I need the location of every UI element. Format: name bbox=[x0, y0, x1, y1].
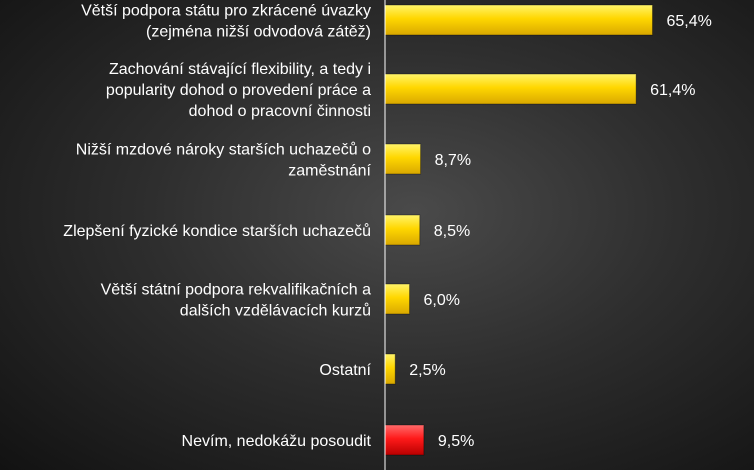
category-label-line: popularity dohod o provedení práce a bbox=[106, 82, 371, 99]
value-label-7: 9,5% bbox=[438, 433, 474, 450]
bar-5 bbox=[384, 283, 411, 315]
category-label-2: Zachování stávající flexibility, a tedy … bbox=[106, 61, 371, 120]
bar-3 bbox=[384, 143, 422, 175]
category-label-6: Ostatní bbox=[319, 362, 371, 379]
category-label-line: Větší podpora státu pro zkrácené úvazky bbox=[81, 3, 371, 20]
bar-4 bbox=[384, 214, 421, 246]
value-label-1: 65,4% bbox=[666, 13, 711, 30]
value-label-4: 8,5% bbox=[434, 223, 470, 240]
value-labels: 65,4% 61,4% 8,7% 8,5% 6,0% 2,5% 9,5% bbox=[409, 13, 712, 450]
value-label-6: 2,5% bbox=[409, 362, 445, 379]
category-label-line: Zachování stávající flexibility, a tedy … bbox=[109, 61, 371, 78]
bars bbox=[384, 4, 653, 456]
category-label-line: Nižší mzdové nároky starších uchazečů o bbox=[76, 141, 371, 159]
value-label-2: 61,4% bbox=[650, 82, 695, 99]
category-label-1: Větší podpora státu pro zkrácené úvazky (… bbox=[81, 3, 371, 41]
category-label-line: Zlepšení fyzické kondice starších uchaze… bbox=[63, 222, 371, 240]
bar-6 bbox=[384, 353, 396, 385]
category-label-line: (zejména nižší odvodová zátěž) bbox=[146, 24, 371, 41]
category-label-line: Nevím, nedokážu posoudit bbox=[182, 433, 372, 450]
category-labels: Větší podpora státu pro zkrácené úvazky (… bbox=[63, 3, 371, 451]
category-label-line: dohod o pracovní činnosti bbox=[189, 103, 371, 120]
category-label-line: zaměstnání bbox=[288, 163, 371, 180]
category-label-7: Nevím, nedokážu posoudit bbox=[182, 433, 372, 450]
bar-2 bbox=[384, 73, 637, 105]
category-label-3: Nižší mzdové nároky starších uchazečů o z… bbox=[76, 141, 372, 180]
category-label-4: Zlepšení fyzické kondice starších uchaze… bbox=[63, 222, 371, 240]
value-label-3: 8,7% bbox=[435, 152, 471, 169]
category-label-5: Větší státní podpora rekvalifikačních a d… bbox=[101, 282, 371, 320]
category-label-line: Větší státní podpora rekvalifikačních a bbox=[101, 282, 371, 299]
value-label-5: 6,0% bbox=[424, 292, 460, 309]
bar-7 bbox=[384, 424, 425, 456]
bar-1 bbox=[384, 4, 653, 36]
category-label-line: Ostatní bbox=[319, 362, 371, 379]
category-label-line: dalších vzdělávacích kurzů bbox=[180, 302, 371, 320]
